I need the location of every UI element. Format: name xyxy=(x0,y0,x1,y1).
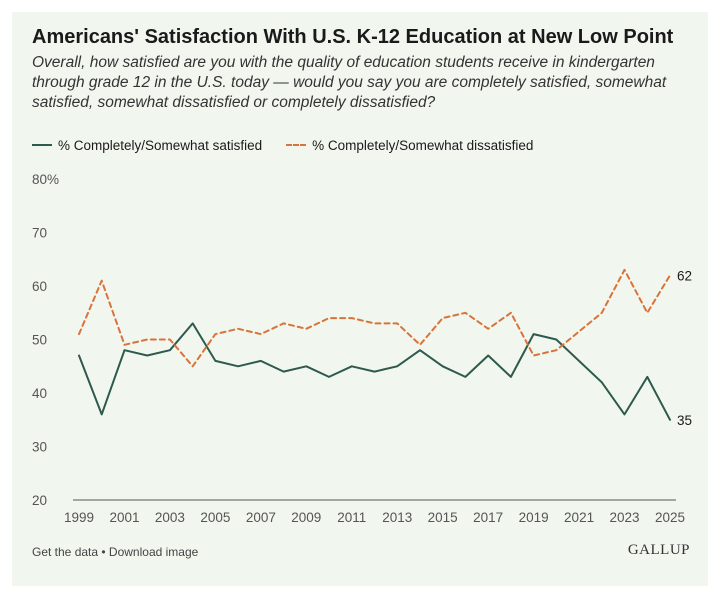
y-tick-label: 60 xyxy=(32,279,47,294)
end-label-dissatisfied: 62 xyxy=(677,268,692,283)
y-tick-label: 80% xyxy=(32,172,59,187)
x-tick-label: 2025 xyxy=(655,510,685,525)
legend-item-satisfied: % Completely/Somewhat satisfied xyxy=(32,138,262,153)
x-tick-label: 2013 xyxy=(382,510,412,525)
legend-swatch-dissatisfied xyxy=(286,144,307,146)
y-tick-label: 50 xyxy=(32,333,47,348)
legend-item-dissatisfied: % Completely/Somewhat dissatisfied xyxy=(286,138,533,153)
x-tick-label: 2003 xyxy=(155,510,185,525)
legend-label-satisfied: % Completely/Somewhat satisfied xyxy=(58,137,263,153)
y-tick-label: 20 xyxy=(32,493,47,508)
x-tick-label: 2011 xyxy=(337,510,366,525)
footer-separator: • xyxy=(98,545,109,559)
chart-subtitle: Overall, how satisfied are you with the … xyxy=(32,54,667,111)
y-tick-label: 70 xyxy=(32,226,47,241)
y-tick-label: 40 xyxy=(32,386,47,401)
x-tick-label: 2005 xyxy=(200,510,230,525)
series-line-satisfied xyxy=(78,322,671,421)
x-tick-label: 1999 xyxy=(64,510,94,525)
legend: % Completely/Somewhat satisfied % Comple… xyxy=(32,136,557,154)
chart-card: Americans' Satisfaction With U.S. K-12 E… xyxy=(12,12,708,586)
x-tick-label: 2017 xyxy=(473,510,503,525)
y-tick-label: 30 xyxy=(32,440,47,455)
x-tick-label: 2015 xyxy=(428,510,458,525)
chart-title: Americans' Satisfaction With U.S. K-12 E… xyxy=(32,26,674,48)
end-label-satisfied: 35 xyxy=(677,413,692,428)
legend-label-dissatisfied: % Completely/Somewhat dissatisfied xyxy=(312,137,534,153)
get-data-link[interactable]: Get the data xyxy=(32,545,99,559)
footer-links: Get the data • Download image xyxy=(32,545,198,559)
gallup-logo: GALLUP xyxy=(627,542,690,558)
line-chart: 20 30 40 50 60 70 80% 1999 2001 2003 2005 2007 2009 2… xyxy=(32,172,692,525)
x-tick-label: 2023 xyxy=(610,510,640,525)
x-tick-label: 2009 xyxy=(291,510,321,525)
x-tick-label: 2007 xyxy=(246,510,276,525)
series-line-dissatisfied xyxy=(78,268,671,368)
download-image-link[interactable]: Download image xyxy=(108,545,199,559)
x-tick-label: 2021 xyxy=(564,510,594,525)
legend-swatch-satisfied xyxy=(32,144,52,146)
x-tick-label: 2001 xyxy=(109,510,139,525)
x-tick-label: 2019 xyxy=(519,510,549,525)
